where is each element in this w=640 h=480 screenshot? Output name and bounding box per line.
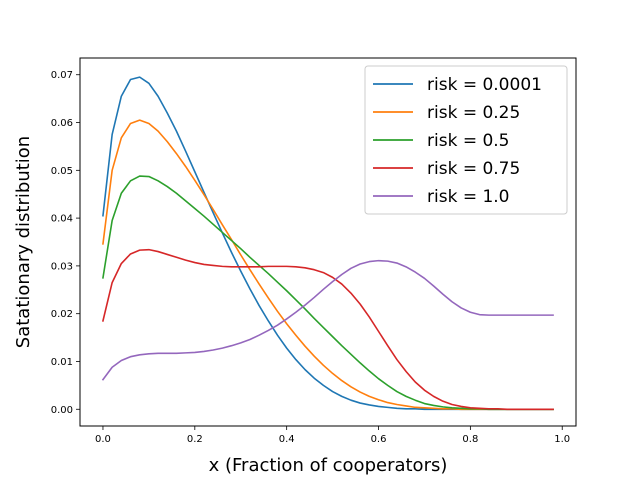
y-tick-label: 0.04 [51,214,73,225]
series-layer [101,76,554,411]
legend-label-0: risk = 0.0001 [427,75,542,95]
y-tick-label: 0.06 [51,118,73,129]
y-tick-label: 0.01 [51,357,73,368]
x-tick-label: 0.8 [462,434,478,445]
series-line-3 [101,248,554,411]
legend-label-4: risk = 1.0 [427,187,510,207]
legend: risk = 0.0001 risk = 0.25 risk = 0.5 risk =… [364,65,568,215]
y-tick-label: 0.00 [51,405,73,416]
y-tick-label: 0.07 [51,70,73,81]
x-tick-label: 0.2 [187,434,203,445]
legend-label-1: risk = 0.25 [427,103,520,123]
y-tick-label: 0.05 [51,166,73,177]
x-tick-label: 0.6 [371,434,387,445]
x-tick-label: 1.0 [554,434,570,445]
x-ticks: 0.0 0.2 0.4 0.6 0.8 1.0 [95,426,570,445]
y-axis-label: Satationary distribution [13,136,34,348]
y-ticks: 0.00 0.01 0.02 0.03 0.04 0.05 0.06 0.07 [51,70,80,416]
y-tick-label: 0.02 [51,309,73,320]
plot-frame [79,57,577,427]
x-tick-label: 0.4 [279,434,295,445]
y-tick-label: 0.03 [51,261,73,272]
x-axis-label: x (Fraction of cooperators) [209,455,448,476]
legend-label-2: risk = 0.5 [427,131,510,151]
legend-label-3: risk = 0.75 [427,159,520,179]
series-line-4 [101,259,554,381]
legend-box [364,65,568,215]
x-tick-label: 0.0 [95,434,111,445]
